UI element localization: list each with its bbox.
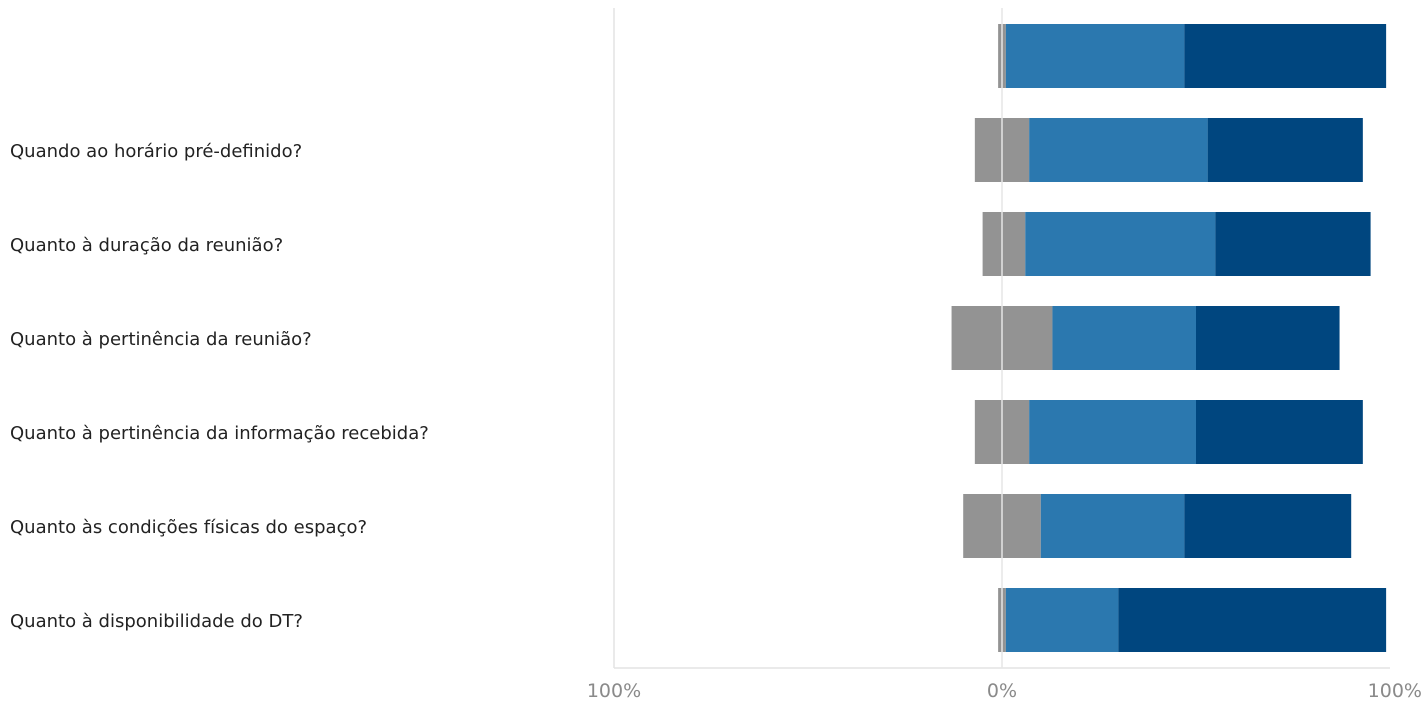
category-label: Quanto à pertinência da reunião? (10, 329, 312, 350)
category-label: Quanto às condições físicas do espaço? (10, 517, 367, 538)
bar-segment (1196, 306, 1340, 370)
bar-segment (1002, 24, 1006, 88)
bar-segment (1184, 24, 1387, 88)
x-tick-label: 0% (987, 680, 1017, 701)
bar-segment (1207, 118, 1363, 182)
bar-segment (1184, 494, 1352, 558)
category-label: Quanto à pertinência da informação receb… (10, 423, 429, 444)
bar-segment (1002, 588, 1006, 652)
category-labels: Quando ao horário pré-definido? Quanto à … (10, 141, 429, 632)
bar-segment (1002, 400, 1030, 464)
bar-segment (1005, 24, 1185, 88)
bar-segment (1025, 212, 1216, 276)
x-tick-label: 100% (587, 680, 641, 701)
bar-segment (1002, 118, 1030, 182)
bar-segment (1196, 400, 1363, 464)
bar-segment (974, 118, 1002, 182)
bar-segment (1005, 588, 1119, 652)
bar-segment (1029, 118, 1208, 182)
bar-segment (998, 588, 1002, 652)
bar-segment (963, 494, 1002, 558)
category-label: Quanto à duração da reunião? (10, 235, 283, 256)
x-axis-ticks: 100% 0% 100% (587, 680, 1422, 701)
bar-segment (974, 400, 1002, 464)
bar-segment (1215, 212, 1371, 276)
bar-segment (982, 212, 1002, 276)
bar-segment (1118, 588, 1387, 652)
category-label: Quando ao horário pré-definido? (10, 141, 302, 162)
category-label: Quanto à disponibilidade do DT? (10, 611, 303, 632)
bar-segment (951, 306, 1002, 370)
bar-segment (1029, 400, 1196, 464)
bar-segment (1040, 494, 1185, 558)
x-tick-label: 100% (1368, 680, 1422, 701)
bar-segment (998, 24, 1002, 88)
bar-segment (1052, 306, 1196, 370)
bar-segment (1002, 212, 1026, 276)
bars (951, 8, 1387, 668)
bar-segment (1002, 494, 1041, 558)
bar-segment (1002, 306, 1053, 370)
